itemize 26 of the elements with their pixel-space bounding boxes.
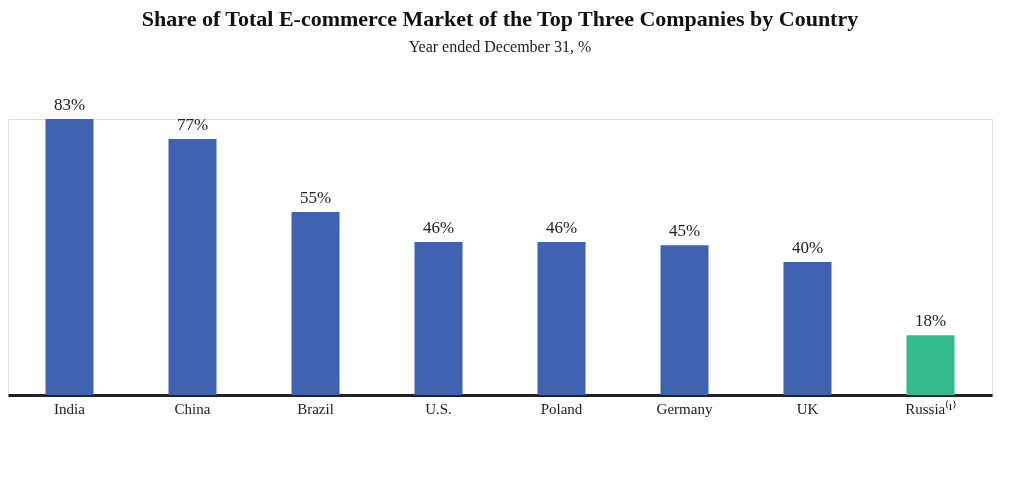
data-label: 45% <box>668 221 701 241</box>
data-label: 46% <box>545 218 578 238</box>
x-tick-label: U.S. <box>425 400 452 417</box>
x-tick-label: Brazil <box>297 400 334 417</box>
data-label: 18% <box>914 311 947 331</box>
data-label: 40% <box>791 237 824 257</box>
bar <box>291 212 340 395</box>
bar <box>414 242 463 395</box>
data-label: 55% <box>299 188 332 208</box>
bar <box>168 138 217 395</box>
x-tick-label: India <box>54 400 86 417</box>
chart-subtitle: Year ended December 31, % <box>408 38 592 55</box>
x-tick-label: Russia⁽¹⁾ <box>905 399 956 417</box>
x-tick-label: UK <box>796 400 819 417</box>
bar <box>906 335 955 395</box>
bar <box>660 245 709 395</box>
data-label: 83% <box>53 95 86 114</box>
bar <box>537 242 586 395</box>
chart-title: Share of Total E-commerce Market of the Top Three Companies by Country <box>141 6 859 31</box>
x-tick-label: Poland <box>540 400 583 417</box>
data-label: 77% <box>176 114 209 134</box>
bar <box>783 261 832 395</box>
bar <box>45 119 94 395</box>
data-label: 46% <box>422 218 455 238</box>
x-tick-label: Germany <box>656 400 713 417</box>
x-tick-label: China <box>174 400 211 417</box>
